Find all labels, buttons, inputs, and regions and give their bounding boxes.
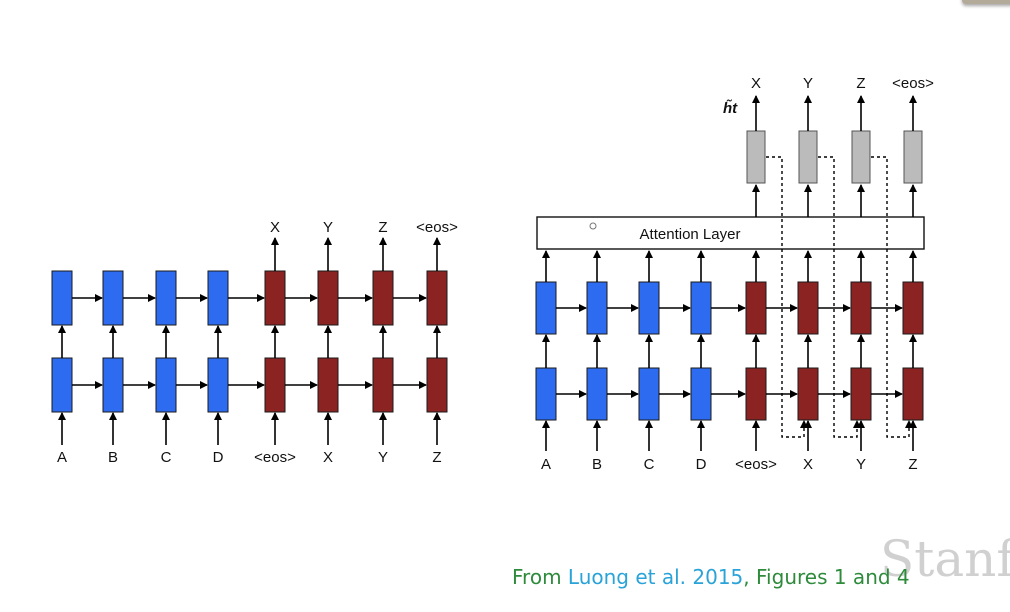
right-cell-top-0 <box>535 281 557 335</box>
caption-link[interactable]: Luong et al. 2015 <box>567 565 744 589</box>
stanford-watermark: Stanfo <box>880 530 1010 588</box>
right-input-label: C <box>644 456 655 473</box>
input-feeding-connection <box>871 156 913 438</box>
right-cell-bottom-7 <box>902 367 924 421</box>
right-output-label: Y <box>803 75 813 92</box>
right-cell-bottom-6 <box>850 367 872 421</box>
right-cell-top-4 <box>745 281 767 335</box>
left-input-label: Z <box>432 449 441 466</box>
left-input-label: Y <box>378 449 388 466</box>
right-cell-bottom-1 <box>586 367 608 421</box>
attention-output-cell-0 <box>746 130 766 184</box>
right-output-label: Z <box>856 75 865 92</box>
left-input-label: X <box>323 449 333 466</box>
left-cell-bottom-5 <box>317 357 339 413</box>
right-cell-bottom-5 <box>797 367 819 421</box>
left-cell-top-3 <box>207 270 229 326</box>
cursor-icon <box>589 222 597 230</box>
right-cell-top-3 <box>690 281 712 335</box>
right-cell-top-7 <box>902 281 924 335</box>
attention-layer-label: Attention Layer <box>640 226 741 243</box>
left-output-label: Z <box>378 219 387 236</box>
right-cell-bottom-4 <box>745 367 767 421</box>
right-input-label: X <box>803 456 813 473</box>
attention-layer-box <box>536 216 925 250</box>
figure-caption: From Luong et al. 2015, Figures 1 and 4 <box>512 565 910 589</box>
right-output-label: <eos> <box>892 75 934 92</box>
left-cell-bottom-2 <box>155 357 177 413</box>
right-diagram-seq2seq-attention: A B C D <eos> X Y Z Attention Layer X Y Z <eos> h̃t <box>535 75 934 473</box>
right-cell-bottom-3 <box>690 367 712 421</box>
left-input-label: A <box>57 449 67 466</box>
left-cell-top-1 <box>102 270 124 326</box>
caption-prefix: From <box>512 565 568 589</box>
left-input-label: C <box>161 449 172 466</box>
left-cell-top-2 <box>155 270 177 326</box>
left-cell-top-6 <box>372 270 394 326</box>
right-input-label: D <box>696 456 707 473</box>
right-input-label: <eos> <box>735 456 777 473</box>
left-cell-bottom-6 <box>372 357 394 413</box>
left-cell-bottom-1 <box>102 357 124 413</box>
left-output-label: <eos> <box>416 219 458 236</box>
right-input-label: A <box>541 456 551 473</box>
left-cell-bottom-7 <box>426 357 448 413</box>
right-cell-bottom-0 <box>535 367 557 421</box>
right-cell-bottom-2 <box>638 367 660 421</box>
left-cell-top-4 <box>264 270 286 326</box>
right-output-label: X <box>751 75 761 92</box>
left-input-label: <eos> <box>254 449 296 466</box>
right-cell-top-5 <box>797 281 819 335</box>
input-feeding-connection <box>818 156 861 438</box>
left-cell-bottom-0 <box>51 357 73 413</box>
left-cell-top-0 <box>51 270 73 326</box>
h-tilde-label: h̃t <box>723 99 738 117</box>
right-input-label: Z <box>908 456 917 473</box>
left-diagram-seq2seq: A B C D <eos> X Y Z X Y Z <eos> <box>51 219 458 466</box>
right-cell-top-6 <box>850 281 872 335</box>
right-cell-top-2 <box>638 281 660 335</box>
caption-suffix: , Figures 1 and 4 <box>743 565 910 589</box>
right-input-label: Y <box>856 456 866 473</box>
input-feeding-connection <box>766 156 808 438</box>
left-cell-top-7 <box>426 270 448 326</box>
window-corner-chip <box>962 0 1010 4</box>
left-cell-bottom-4 <box>264 357 286 413</box>
attention-output-cell-2 <box>851 130 871 184</box>
attention-output-cell-3 <box>903 130 923 184</box>
attention-output-cell-1 <box>798 130 818 184</box>
left-output-label: Y <box>323 219 333 236</box>
left-cell-top-5 <box>317 270 339 326</box>
left-input-label: B <box>108 449 118 466</box>
right-input-label: B <box>592 456 602 473</box>
right-cell-top-1 <box>586 281 608 335</box>
left-cell-bottom-3 <box>207 357 229 413</box>
left-output-label: X <box>270 219 280 236</box>
left-input-label: D <box>213 449 224 466</box>
